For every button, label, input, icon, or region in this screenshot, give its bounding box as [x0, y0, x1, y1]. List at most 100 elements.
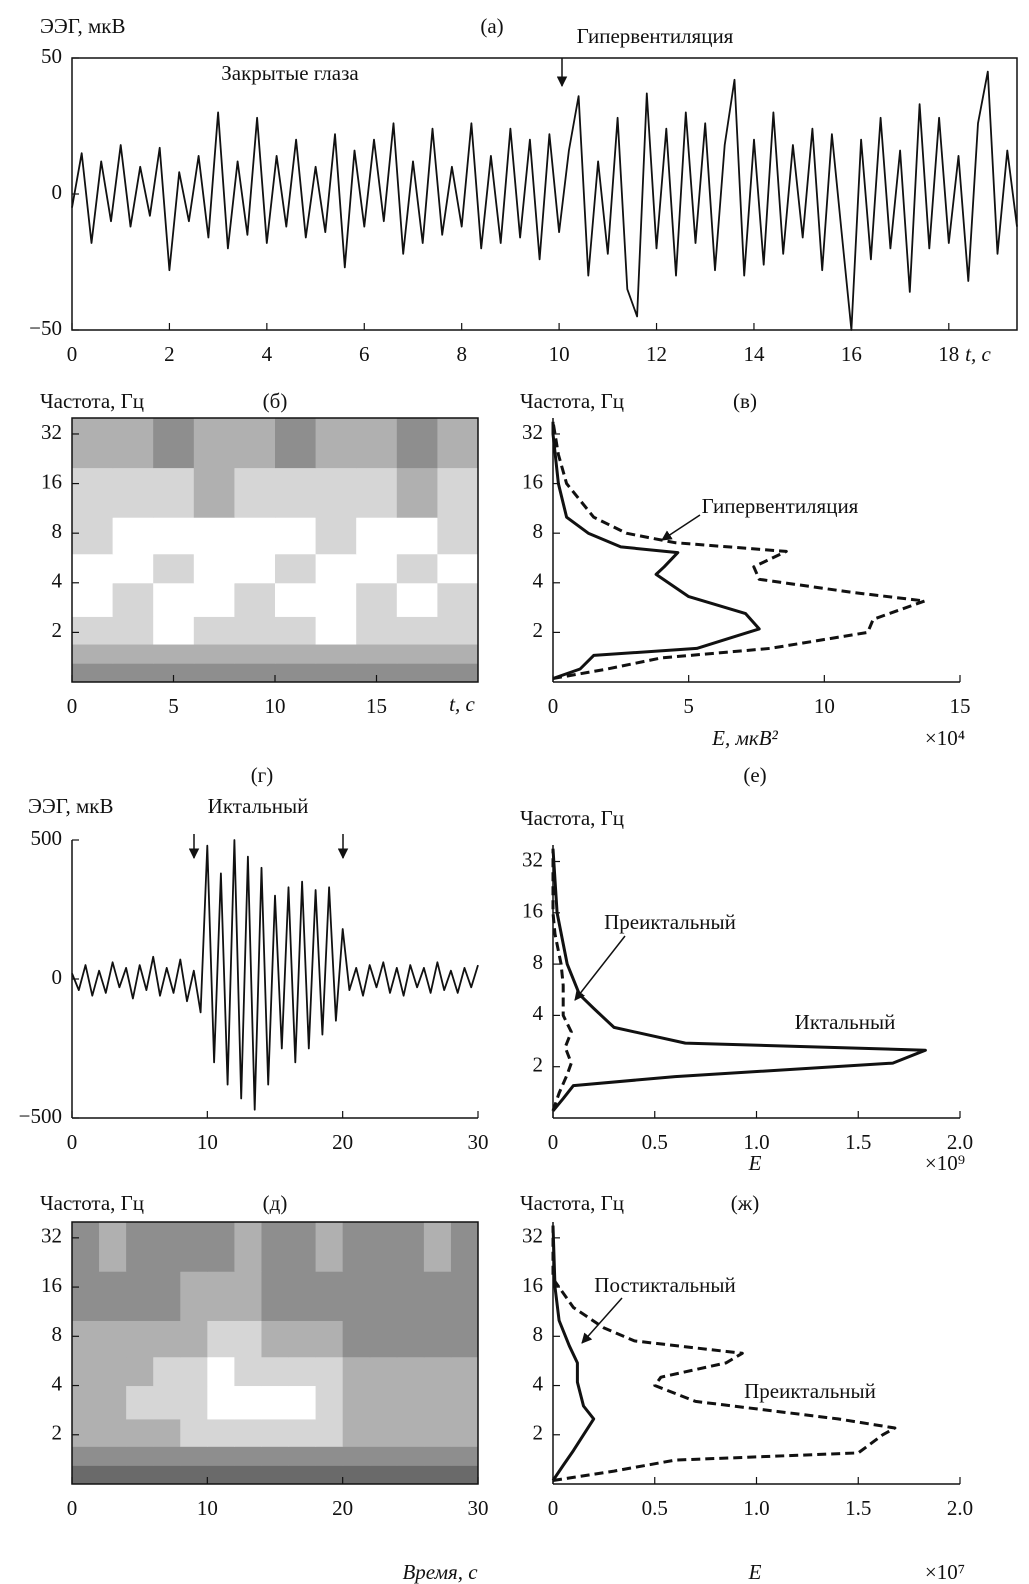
- heatmap-cell: [315, 1385, 344, 1420]
- heatmap-cell: [450, 1222, 479, 1272]
- heatmap-cell: [207, 1446, 235, 1466]
- y-tick-label: 4: [52, 569, 63, 593]
- heatmap-cell: [72, 1385, 100, 1420]
- y-axis-label: Частота, Гц: [40, 1191, 144, 1215]
- spectrum-line: [551, 1225, 897, 1482]
- heatmap-cell: [261, 1465, 290, 1485]
- heatmap-cell: [369, 1385, 398, 1420]
- heatmap-cell: [72, 663, 114, 683]
- heatmap-cell: [261, 1222, 290, 1272]
- heatmap-cell: [234, 1356, 262, 1387]
- heatmap-cell: [275, 582, 317, 617]
- panel-title: (г): [251, 763, 274, 787]
- heatmap-cell: [450, 1465, 479, 1485]
- heatmap-cell: [72, 1271, 100, 1321]
- heatmap-cell: [126, 1320, 154, 1358]
- heatmap-cell: [112, 663, 154, 683]
- heatmap-cell: [180, 1222, 208, 1272]
- heatmap-cell: [288, 1271, 317, 1321]
- plot-frame: [71, 1221, 479, 1485]
- heatmap-cell: [153, 1446, 181, 1466]
- heatmap-cell: [423, 1385, 452, 1420]
- heatmap-cell: [437, 553, 479, 584]
- y-tick-label: 32: [41, 1224, 62, 1248]
- panel-title: (б): [263, 389, 288, 413]
- heatmap-cell: [112, 644, 154, 664]
- x-tick-label: 10: [814, 694, 835, 718]
- heatmap-cell: [99, 1320, 127, 1358]
- x-tick-label: 14: [743, 342, 765, 366]
- y-tick-label: 16: [41, 1273, 62, 1297]
- x-axis-label: E: [748, 1560, 762, 1584]
- heatmap-cell: [369, 1320, 398, 1358]
- x-tick-label: 16: [841, 342, 862, 366]
- y-tick-label: 2: [52, 1421, 63, 1445]
- heatmap-cell: [180, 1320, 208, 1358]
- heatmap-cell: [288, 1222, 317, 1272]
- heatmap-cell: [207, 1465, 235, 1485]
- heatmap-cell: [315, 1446, 344, 1466]
- y-axis-label: Частота, Гц: [520, 389, 624, 413]
- y-tick-label: 16: [522, 1273, 543, 1297]
- y-tick-label: 8: [52, 519, 63, 543]
- heatmap-cell: [315, 467, 357, 518]
- heatmap-cell: [356, 467, 398, 518]
- heatmap-cell: [315, 616, 357, 645]
- heatmap-cell: [396, 553, 438, 584]
- x-tick-label: 0.5: [642, 1130, 668, 1154]
- heatmap-cell: [275, 644, 317, 664]
- heatmap-cell: [342, 1271, 371, 1321]
- heatmap-cell: [126, 1222, 154, 1272]
- heatmap-cell: [315, 418, 357, 469]
- y-tick-label: 50: [41, 44, 62, 68]
- heatmap-cell: [99, 1418, 127, 1447]
- y-tick-label: 32: [522, 420, 543, 444]
- y-tick-label: −500: [19, 1104, 62, 1128]
- x-tick-label: 4: [262, 342, 273, 366]
- panel-title: (ж): [731, 1191, 760, 1215]
- heatmap-cell: [396, 1446, 425, 1466]
- y-tick-label: −50: [29, 316, 62, 340]
- heatmap-cell: [207, 1320, 235, 1358]
- heatmap-cell: [112, 616, 154, 645]
- heatmap-cell: [72, 644, 114, 664]
- heatmap-cell: [180, 1446, 208, 1466]
- heatmap-cell: [275, 467, 317, 518]
- heatmap-cell: [396, 1465, 425, 1485]
- heatmap-cell: [275, 553, 317, 584]
- heatmap-cell: [396, 467, 438, 518]
- spectrum-line: [551, 848, 927, 1112]
- heatmap-cell: [126, 1465, 154, 1485]
- heatmap-cell: [180, 1356, 208, 1387]
- x-tick-label: 30: [468, 1130, 489, 1154]
- heatmap-cell: [342, 1446, 371, 1466]
- eeg-line: [71, 70, 1018, 331]
- x-tick-label: 1.5: [845, 1496, 871, 1520]
- heatmap-cell: [369, 1465, 398, 1485]
- heatmap-cell: [369, 1222, 398, 1272]
- panel-title: (е): [743, 763, 766, 787]
- x-tick-label: 2.0: [947, 1130, 973, 1154]
- x-tick-label: 0: [548, 1130, 559, 1154]
- annotation-arrow: [581, 1297, 623, 1344]
- x-axis-label: E, мкВ²: [711, 726, 778, 750]
- heatmap-cell: [450, 1320, 479, 1358]
- x-tick-label: 12: [646, 342, 667, 366]
- heatmap-cell: [315, 1222, 344, 1272]
- heatmap-cell: [261, 1418, 290, 1447]
- x-tick-label: 20: [332, 1130, 353, 1154]
- heatmap-cell: [356, 553, 398, 584]
- heatmap-cell: [288, 1465, 317, 1485]
- heatmap-cell: [261, 1271, 290, 1321]
- heatmap-cell: [126, 1446, 154, 1466]
- heatmap-cell: [153, 1271, 181, 1321]
- annotation: Преиктальный: [744, 1379, 876, 1403]
- y-tick-label: 2: [533, 618, 544, 642]
- annotation: Преиктальный: [604, 910, 736, 934]
- heatmap-cell: [288, 1446, 317, 1466]
- y-tick-label: 8: [52, 1322, 63, 1346]
- heatmap-cell: [423, 1418, 452, 1447]
- heatmap-cell: [153, 1418, 181, 1447]
- heatmap-cell: [423, 1320, 452, 1358]
- heatmap-cell: [396, 418, 438, 469]
